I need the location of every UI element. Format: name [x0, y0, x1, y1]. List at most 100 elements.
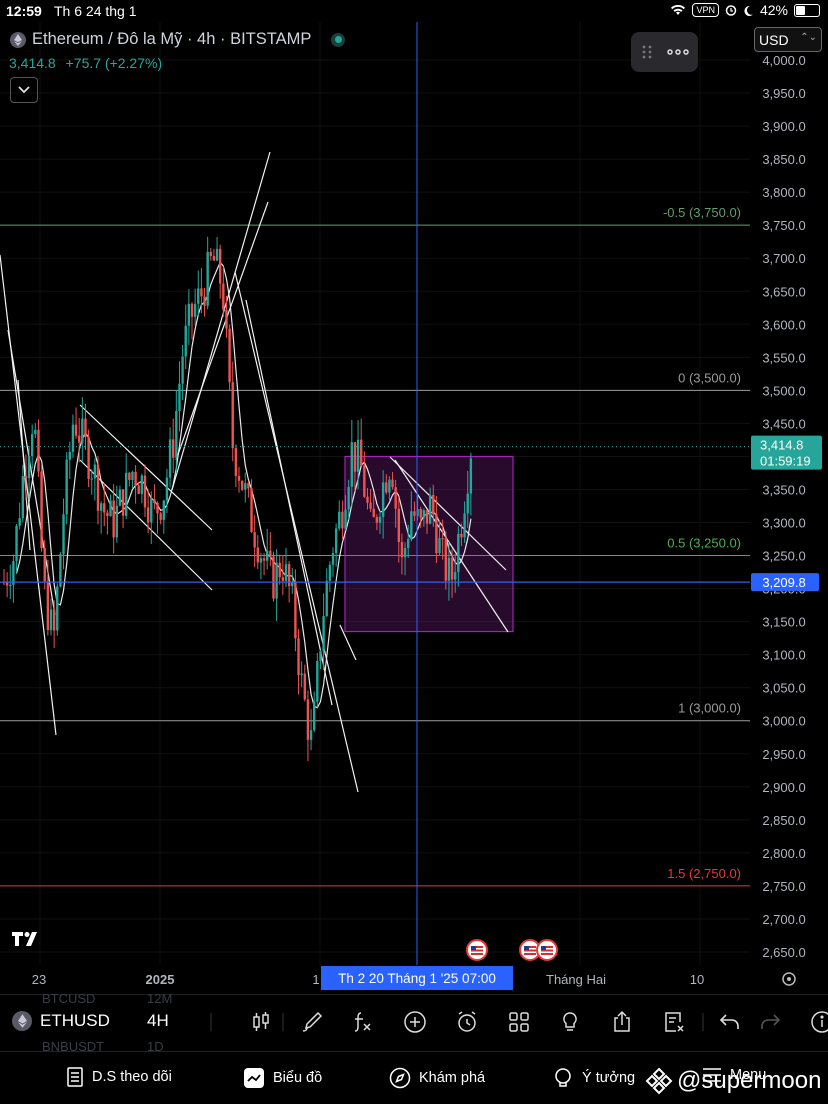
candle-body: [275, 562, 278, 599]
candle-body: [319, 651, 322, 661]
fib-level-label: 1.5 (2,750.0): [667, 866, 741, 881]
brush-icon[interactable]: [300, 1010, 324, 1034]
collapse-legend-button[interactable]: [10, 77, 38, 103]
candle-body: [363, 465, 366, 497]
bar-countdown-label: 01:59:19: [760, 454, 811, 469]
status-bar: 12:59 Th 6 24 thg 1 VPN 42%: [0, 0, 828, 22]
candle-body: [203, 296, 206, 306]
toolbar-symbol: ETHUSD: [40, 1011, 110, 1030]
candle-body: [397, 508, 400, 542]
candle-body: [115, 505, 118, 538]
candle-body: [250, 488, 253, 533]
candle-body: [84, 418, 87, 438]
tab-label: Biểu đồ: [273, 1070, 323, 1086]
lightbulb-icon: [555, 1068, 571, 1087]
redo-icon[interactable]: [758, 1010, 782, 1034]
candle-body: [300, 673, 303, 676]
candle-body: [125, 472, 128, 516]
candle-body: [244, 483, 247, 490]
candle-body: [259, 558, 263, 563]
chevron-down-icon: [18, 86, 30, 94]
crosshair-price-label: 3,209.8: [762, 575, 805, 590]
candle-body: [21, 476, 24, 519]
candle-body: [253, 532, 256, 548]
candle-body: [43, 548, 46, 582]
candle-body: [190, 303, 194, 317]
symbol-header[interactable]: Ethereum / Đô la Mỹ · 4h · BITSTAMP: [10, 30, 346, 49]
us-event-icon[interactable]: [466, 939, 488, 961]
tab-ideas[interactable]: Ý tưởng: [552, 1067, 635, 1089]
candle-body: [99, 503, 103, 511]
remove-drawings-icon[interactable]: [662, 1010, 686, 1034]
add-icon[interactable]: [403, 1010, 427, 1034]
chart-drawings: -0.5 (3,750.0) 0 (3,500.0) 0.5 (3,250.0) 1 …: [0, 151, 750, 887]
battery-percent: 42%: [759, 2, 788, 18]
candle-body: [353, 442, 357, 472]
ethereum-icon: [10, 31, 26, 48]
price-change-row: 3,414.8 +75.7 (+2.27%): [9, 55, 162, 71]
crosshair-time-tag: [321, 966, 513, 990]
candle-body: [168, 439, 172, 478]
compass-icon: [389, 1067, 411, 1089]
layout-icon[interactable]: [507, 1010, 531, 1034]
time-tick-label: 1: [312, 972, 319, 987]
price-tick-label: 3,600.0: [762, 317, 805, 332]
candle-body: [181, 356, 184, 384]
candle-body: [31, 434, 34, 457]
chart-icon: [244, 1068, 264, 1088]
candle-body: [454, 572, 457, 580]
candle-body: [219, 248, 222, 284]
candle-body: [441, 538, 444, 540]
drag-handle-icon: [642, 45, 652, 59]
interval-button[interactable]: 4H: [147, 1011, 169, 1030]
candle-body: [391, 479, 394, 488]
ghost-symbol: BNBUSDT: [42, 1039, 105, 1054]
tab-watchlist[interactable]: D.S theo dõi: [66, 1067, 172, 1087]
trend-line: [245, 299, 333, 706]
indicators-icon[interactable]: [351, 1010, 375, 1034]
info-icon[interactable]: [810, 1010, 828, 1034]
candle-body: [410, 511, 413, 539]
undo-icon[interactable]: [718, 1010, 742, 1034]
candle-body: [106, 512, 109, 517]
chart-options-button[interactable]: [631, 32, 698, 72]
us-event-icon[interactable]: [536, 939, 558, 961]
vpn-badge: VPN: [692, 3, 719, 17]
candle-body: [153, 499, 156, 504]
price-chart[interactable]: -0.5 (3,750.0) 0 (3,500.0) 0.5 (3,250.0) 1 …: [0, 0, 828, 994]
currency-select[interactable]: USD ⌃⌄: [754, 27, 822, 52]
candle-body: [400, 541, 404, 558]
candle-body: [284, 564, 288, 581]
candle-body: [46, 581, 50, 631]
price-tick-label: 3,500.0: [762, 383, 805, 398]
candle-body: [40, 471, 43, 549]
chart-toolbar: BTCUSD 12M BNBUSDT 1D ETHUSD 4H: [0, 991, 828, 1054]
candle-body: [74, 424, 78, 436]
symbol-button[interactable]: ETHUSD: [12, 1011, 110, 1031]
settings-icon[interactable]: [782, 972, 796, 986]
candle-body: [103, 503, 106, 513]
candle-body: [328, 564, 332, 581]
candle-body: [200, 288, 203, 297]
menu-icon: [703, 1068, 721, 1082]
price-tick-label: 3,350.0: [762, 482, 805, 497]
candle-body: [56, 586, 59, 631]
alert-clock-icon[interactable]: [455, 1010, 479, 1034]
lightbulb-icon[interactable]: [558, 1010, 582, 1034]
trend-line: [175, 201, 269, 461]
price-axis: 4,000.0 3,950.0 3,900.0 3,850.0 3,800.0 3,750…: [751, 53, 822, 960]
trend-line: [79, 459, 213, 591]
tab-menu[interactable]: Menu: [702, 1067, 766, 1083]
tab-chart[interactable]: Biểu đồ: [243, 1067, 322, 1089]
candle-body: [266, 550, 269, 561]
candle-body: [240, 480, 244, 490]
candles-icon[interactable]: [249, 1010, 273, 1034]
candle-body: [247, 483, 250, 489]
candle-body: [291, 582, 294, 587]
tab-label: D.S theo dõi: [92, 1069, 172, 1085]
candle-body: [422, 510, 426, 518]
candle-body: [59, 554, 62, 587]
candle-body: [325, 580, 328, 617]
tab-explore[interactable]: Khám phá: [389, 1067, 485, 1089]
share-icon[interactable]: [610, 1010, 634, 1034]
